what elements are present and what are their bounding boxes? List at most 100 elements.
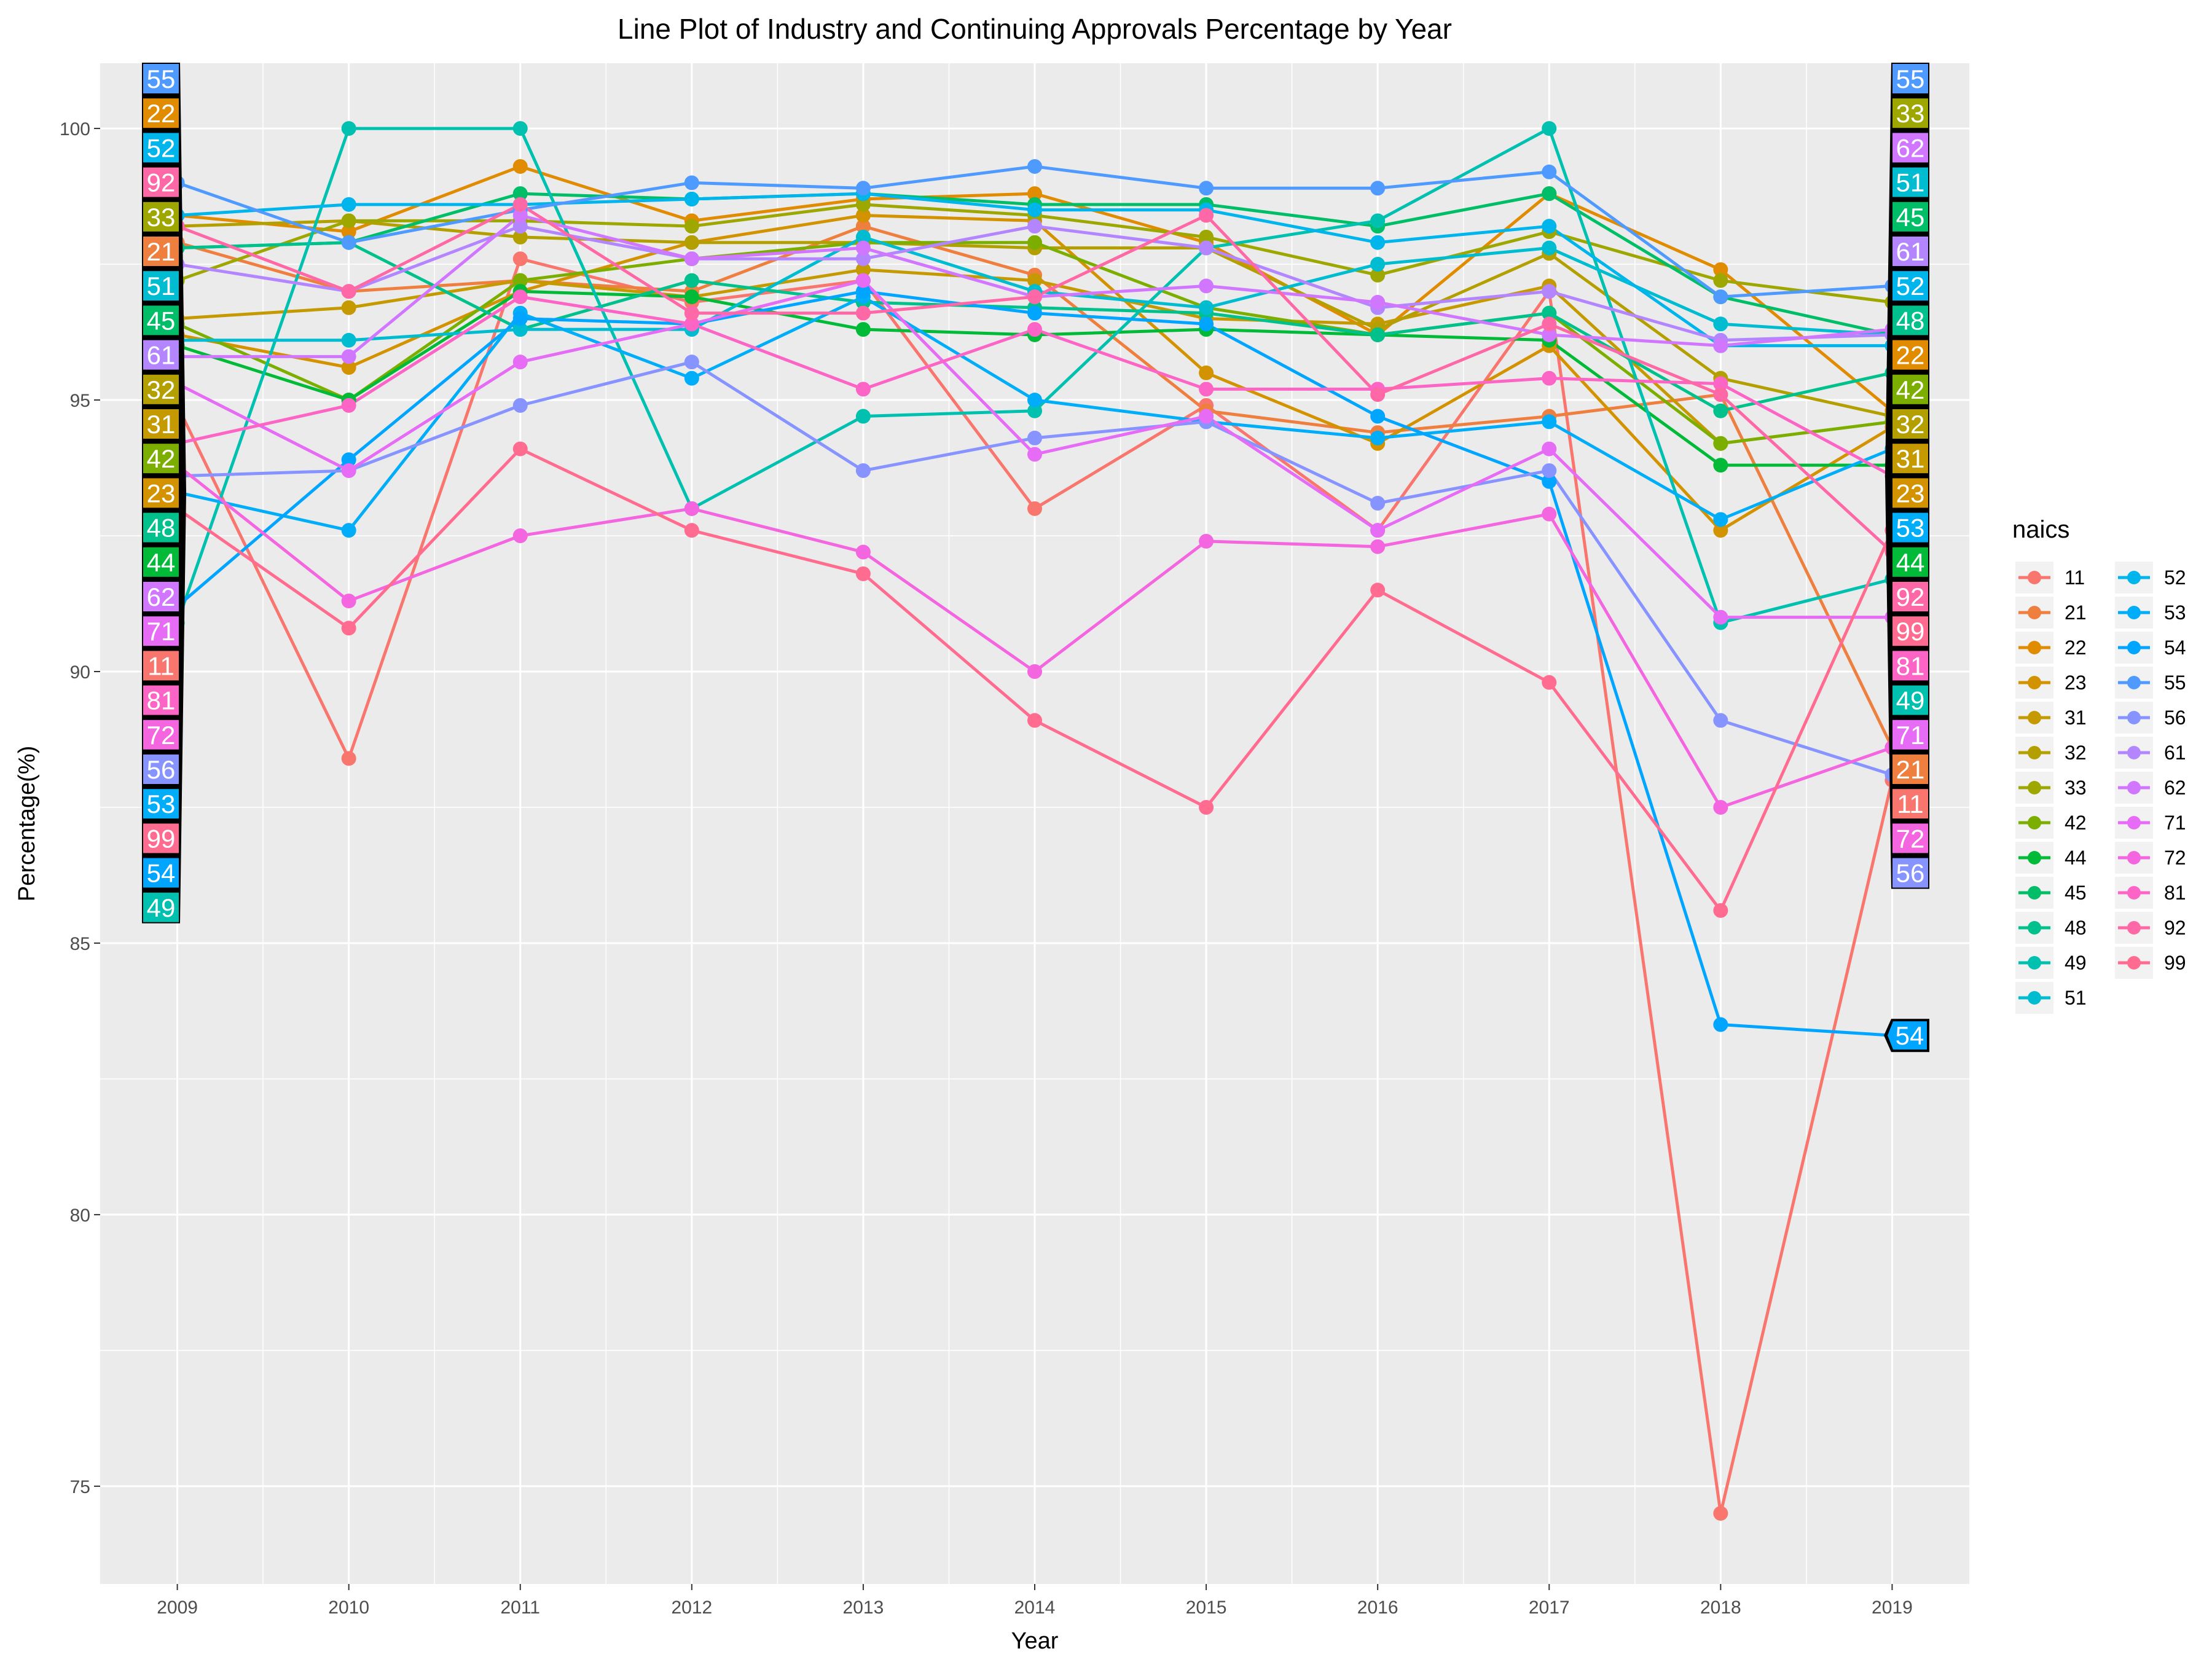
x-tick-label: 2012 (671, 1597, 712, 1618)
data-point-92 (341, 284, 356, 299)
data-point-55 (1370, 181, 1386, 196)
data-point-49 (341, 121, 356, 136)
data-point-48 (1713, 403, 1728, 418)
series-label-55: 55 (1896, 65, 1925, 93)
data-point-71 (1542, 441, 1557, 457)
data-point-71 (1370, 523, 1386, 538)
legend-item-11: 11 (2015, 562, 2085, 594)
data-point-52 (341, 197, 356, 212)
data-point-48 (1542, 305, 1557, 321)
label-box-42 (1892, 374, 1928, 404)
legend-label: 48 (2065, 917, 2087, 939)
data-point-92 (1199, 208, 1214, 223)
series-label-23: 23 (1896, 479, 1925, 508)
label-box-23 (143, 478, 179, 508)
data-point-92 (512, 197, 528, 212)
series-label-52: 52 (1896, 272, 1925, 300)
series-label-61: 61 (1896, 237, 1925, 266)
x-tick-label: 2019 (1872, 1597, 1913, 1618)
legend-item-32: 32 (2015, 737, 2087, 769)
data-point-42 (512, 273, 528, 288)
legend-item-61: 61 (2115, 737, 2186, 769)
legend-label: 33 (2065, 777, 2087, 799)
legend-label: 32 (2065, 742, 2087, 764)
y-tick-label: 85 (70, 934, 90, 954)
data-point-92 (1542, 316, 1557, 332)
data-point-81 (341, 398, 356, 413)
label-box-52 (143, 133, 179, 163)
legend-key-point (2127, 921, 2141, 935)
data-point-72 (684, 501, 699, 516)
data-point-56 (1713, 713, 1728, 728)
legend-label: 61 (2164, 742, 2186, 764)
series-label-81: 81 (147, 686, 176, 715)
label-box-72 (143, 719, 179, 750)
legend-label: 45 (2065, 882, 2087, 904)
legend-key-point (2127, 711, 2141, 724)
data-point-99 (512, 441, 528, 457)
legend-label: 54 (2164, 637, 2186, 659)
data-point-72 (1027, 664, 1042, 679)
data-point-92 (855, 305, 871, 321)
data-point-72 (1199, 533, 1214, 549)
legend-key-point (2028, 851, 2041, 864)
legend-item-72: 72 (2115, 842, 2186, 874)
legend-label: 72 (2164, 847, 2186, 869)
label-box-22 (1892, 340, 1928, 370)
label-box-52 (1892, 271, 1928, 301)
data-point-61 (1199, 240, 1214, 256)
data-point-61 (1027, 219, 1042, 234)
series-label-54: 54 (147, 859, 176, 888)
legend-item-56: 56 (2115, 702, 2186, 734)
data-point-55 (1542, 164, 1557, 179)
data-point-55 (341, 235, 356, 250)
data-point-62 (1713, 338, 1728, 353)
data-point-71 (341, 463, 356, 478)
legend-label: 92 (2164, 917, 2186, 939)
legend-label: 71 (2164, 812, 2186, 834)
x-tick-label: 2009 (157, 1597, 198, 1618)
data-point-54 (1713, 1017, 1728, 1032)
series-label-21: 21 (147, 237, 176, 266)
data-point-11 (1713, 1506, 1728, 1521)
series-label-44: 44 (1896, 548, 1925, 577)
legend-key-point (2028, 676, 2041, 689)
data-point-51 (1542, 240, 1557, 256)
x-axis-label: Year (1011, 1628, 1059, 1654)
series-label-32: 32 (1896, 410, 1925, 439)
legend-item-23: 23 (2015, 667, 2087, 699)
data-point-23 (855, 208, 871, 223)
data-point-49 (855, 409, 871, 424)
label-box-61 (143, 340, 179, 370)
series-label-61: 61 (147, 341, 176, 370)
legend-item-99: 99 (2115, 947, 2186, 979)
series-label-99: 99 (1896, 617, 1925, 646)
series-label-92: 92 (147, 168, 176, 197)
series-label-72: 72 (147, 721, 176, 750)
data-point-92 (1027, 289, 1042, 305)
label-box-23 (1892, 478, 1928, 508)
data-point-56 (512, 398, 528, 413)
data-point-11 (341, 751, 356, 766)
legend-label: 81 (2164, 882, 2186, 904)
legend-item-44: 44 (2015, 842, 2087, 874)
data-point-61 (1542, 284, 1557, 299)
data-point-99 (1713, 903, 1728, 918)
label-box-21 (143, 237, 179, 266)
data-point-99 (684, 523, 699, 538)
data-point-56 (1027, 430, 1042, 445)
series-label-71: 71 (1896, 721, 1925, 750)
series-label-11: 11 (147, 651, 175, 680)
data-point-61 (512, 219, 528, 234)
data-point-45 (512, 186, 528, 202)
legend-key-point (2028, 641, 2041, 654)
series-label-72: 72 (1896, 824, 1925, 853)
data-point-56 (1542, 463, 1557, 478)
data-point-99 (1199, 799, 1214, 815)
data-point-81 (1713, 376, 1728, 391)
y-tick-label: 90 (70, 662, 90, 683)
data-point-81 (1199, 382, 1214, 397)
data-point-33 (1713, 273, 1728, 288)
legend-key-point (2028, 816, 2041, 829)
legend-item-31: 31 (2015, 702, 2087, 734)
